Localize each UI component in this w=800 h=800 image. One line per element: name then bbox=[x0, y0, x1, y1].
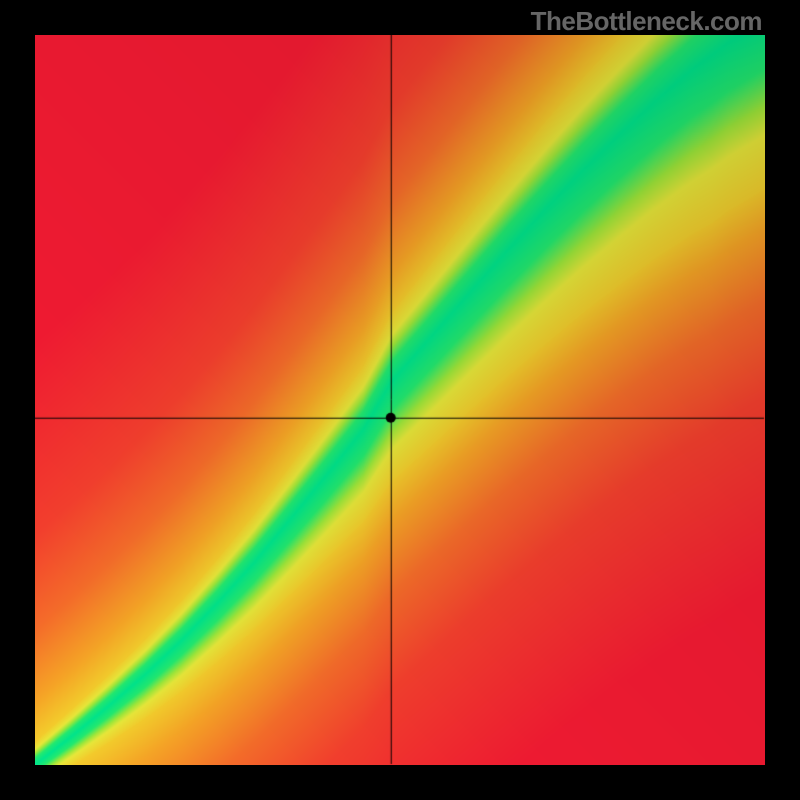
heatmap-canvas bbox=[35, 35, 765, 765]
chart-container: TheBottleneck.com bbox=[0, 0, 800, 800]
watermark-text: TheBottleneck.com bbox=[531, 6, 762, 37]
plot-area bbox=[35, 35, 765, 765]
